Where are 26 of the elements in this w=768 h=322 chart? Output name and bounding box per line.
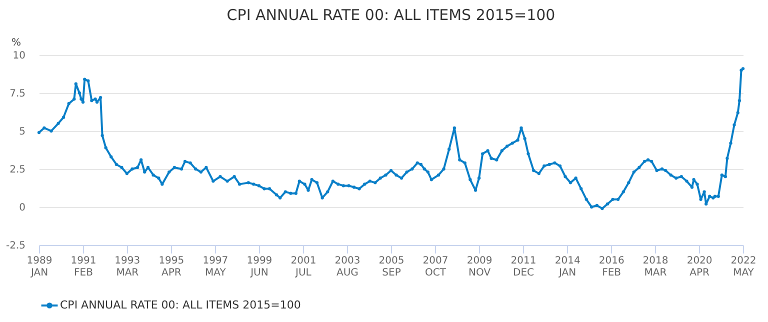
x-tick-label: 1997 MAY: [202, 256, 228, 278]
y-tick-label: -2.5: [6, 240, 26, 252]
x-tick-label: 2001 JUL: [290, 256, 316, 278]
x-tick-label: 2018 MAR: [642, 256, 668, 278]
y-tick-label: 0: [19, 202, 26, 214]
x-tick-label: 2009 NOV: [466, 256, 492, 278]
x-tick-label: 2020 APR: [686, 256, 712, 278]
x-tick-label: 2022 MAY: [730, 256, 756, 278]
x-tick-label: 1989 JAN: [26, 256, 52, 278]
y-tick-label: 7.5: [10, 88, 26, 100]
x-tick-label: 1999 JUN: [246, 256, 272, 278]
x-tick-label: 2003 AUG: [334, 256, 360, 278]
legend-label: CPI ANNUAL RATE 00: ALL ITEMS 2015=100: [60, 298, 301, 312]
y-axis-title: %: [12, 38, 22, 48]
x-tick-label: 2014 JAN: [554, 256, 580, 278]
x-tick-label: 2011 DEC: [510, 256, 536, 278]
y-tick-label: 2.5: [10, 164, 26, 176]
y-tick-label: 5: [19, 126, 26, 138]
x-tick-label: 2016 FEB: [598, 256, 624, 278]
y-tick-label: 10: [12, 50, 26, 62]
chart-title: CPI ANNUAL RATE 00: ALL ITEMS 2015=100: [226, 6, 556, 24]
x-tick-label: 2005 SEP: [378, 256, 404, 278]
x-tick-label: 1991 FEB: [70, 256, 96, 278]
x-tick-label: 2007 OCT: [422, 256, 448, 278]
x-tick-label: 1995 APR: [158, 256, 184, 278]
x-tick-label: 1993 MAR: [114, 256, 140, 278]
